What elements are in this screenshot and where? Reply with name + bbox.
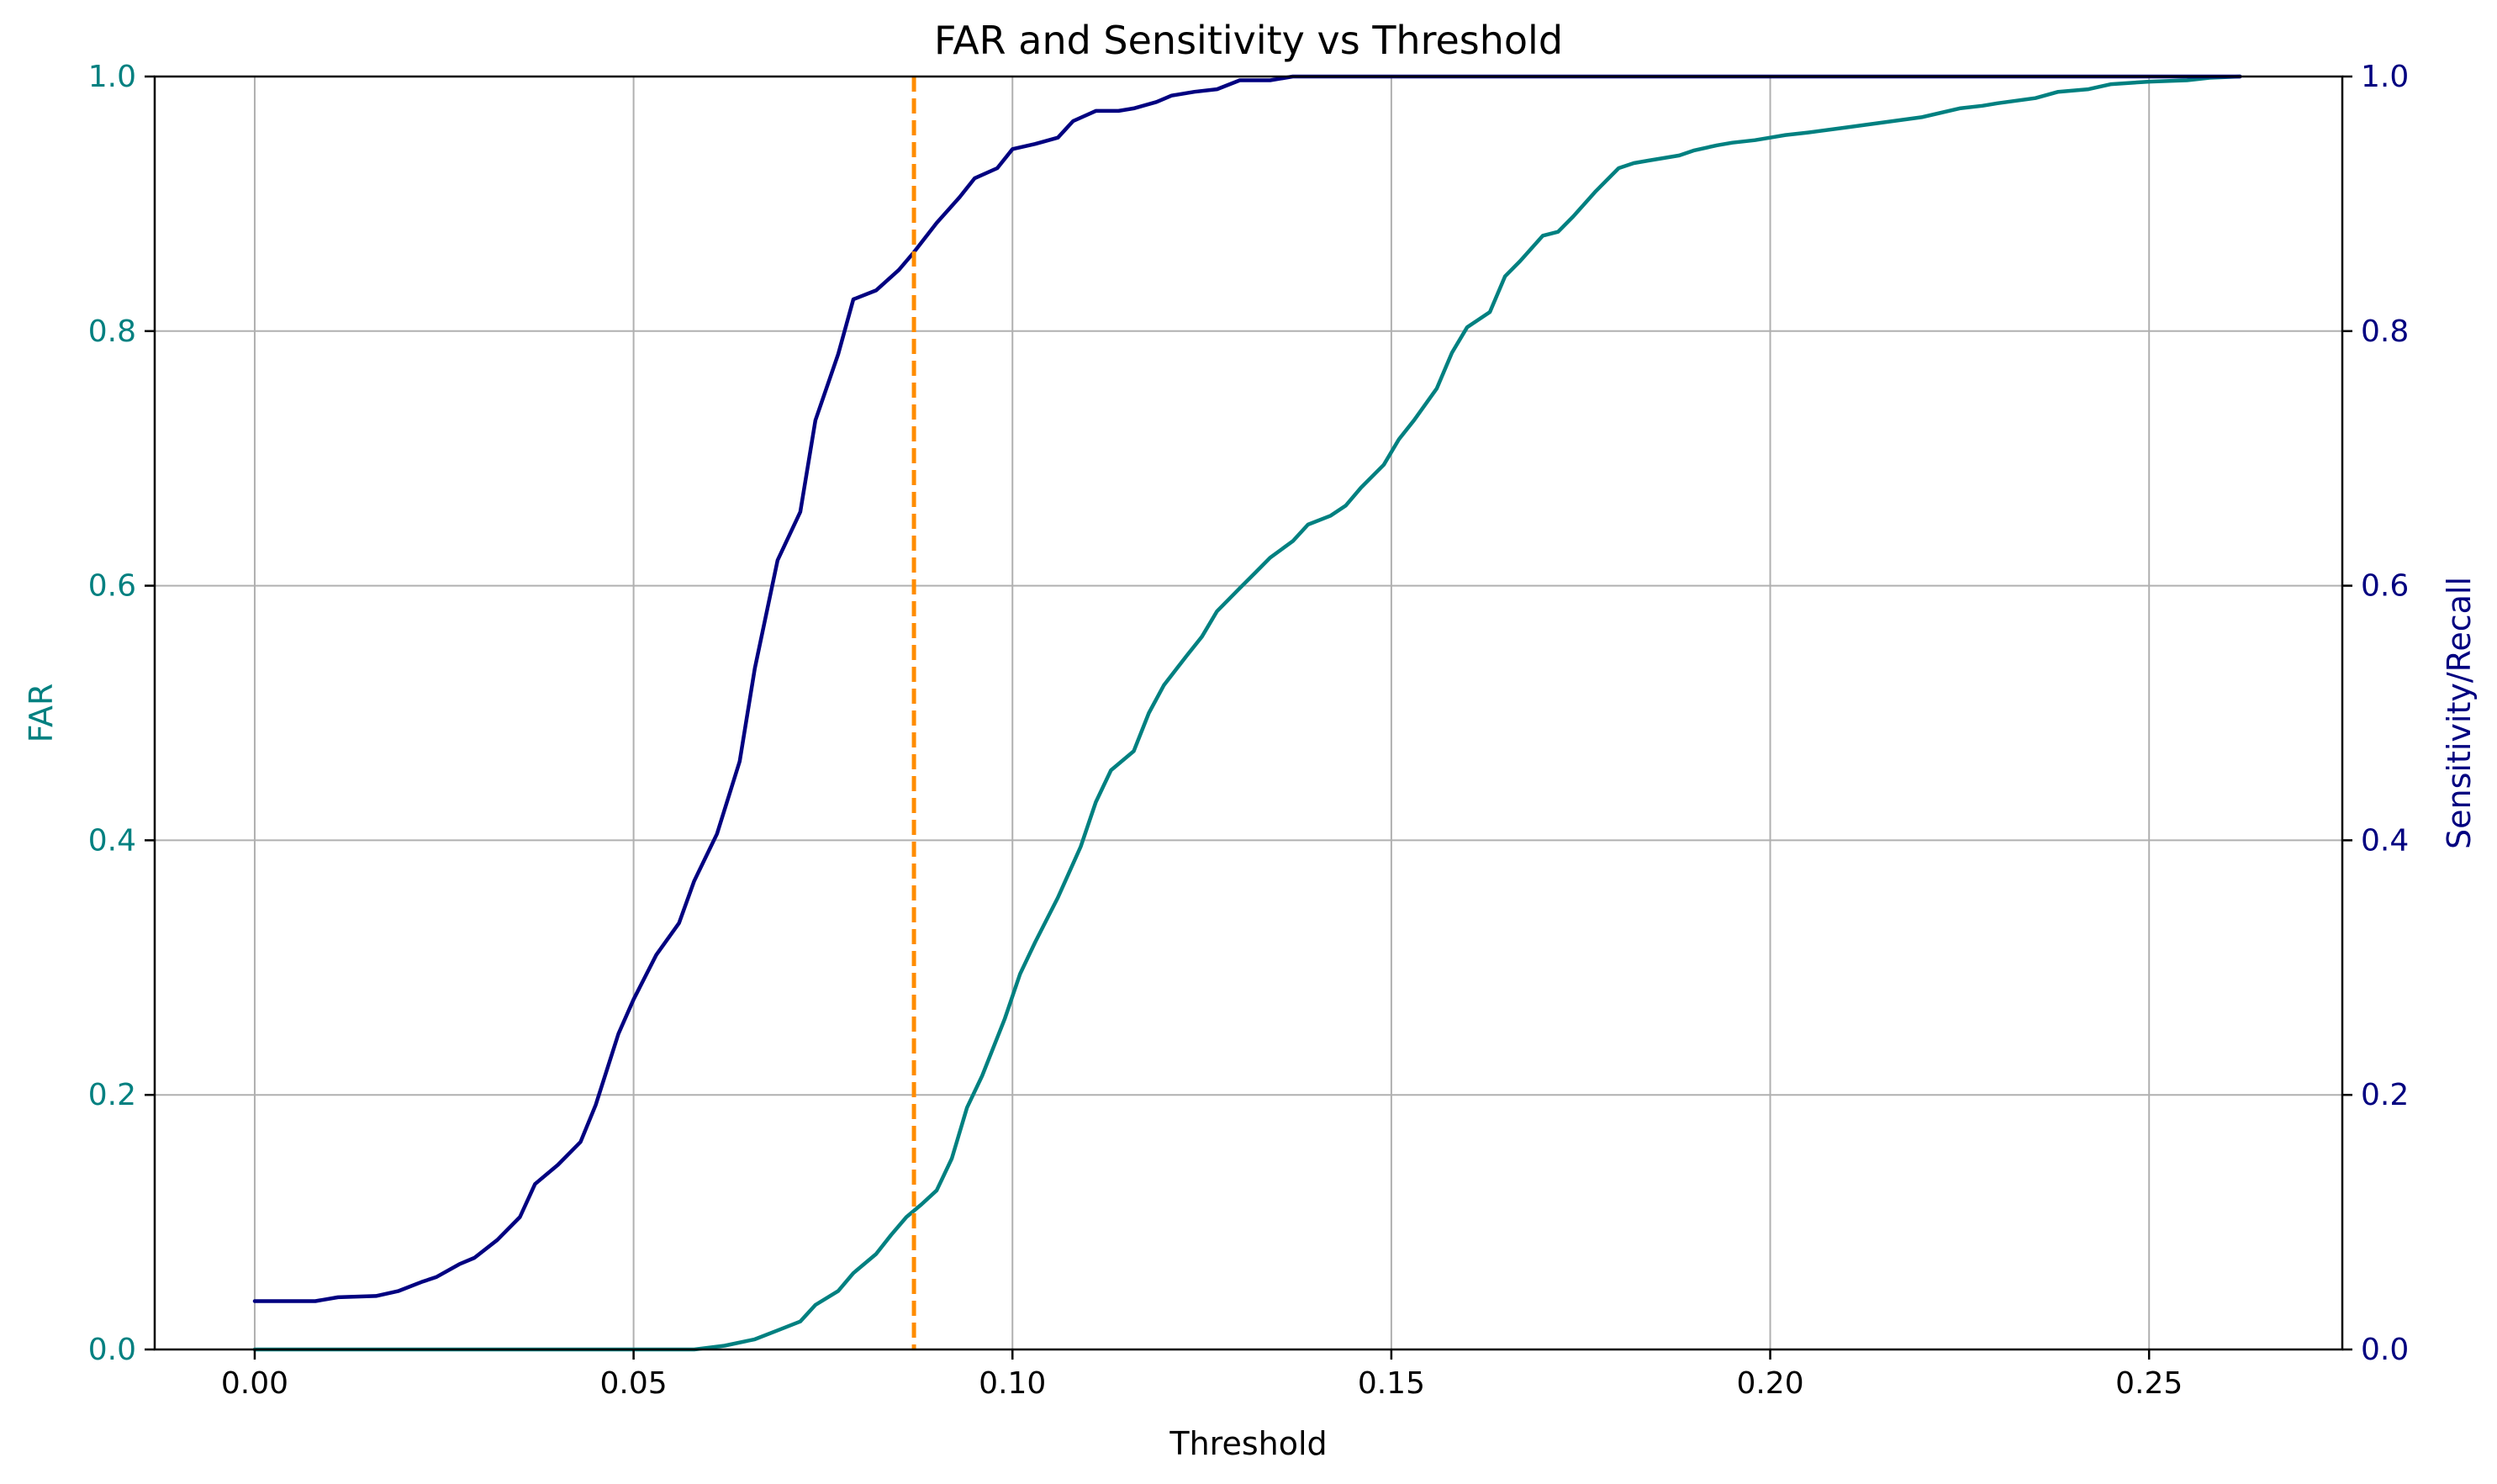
y-right-tick-label-2: 0.4 [2361,823,2409,858]
y-axis-left: 0.0 0.2 0.4 0.6 0.8 1.0 [88,60,155,1367]
y-left-tick-label-1: 0.2 [88,1078,136,1112]
x-tick-label-1: 0.05 [600,1366,668,1401]
y-left-tick-label-4: 0.8 [88,314,136,349]
y-left-tick-label-0: 0.0 [88,1333,136,1367]
x-axis: 0.00 0.05 0.10 0.15 0.20 0.25 [221,1349,2183,1401]
y-axis-right: 0.0 0.2 0.4 0.6 0.8 1.0 [2342,60,2409,1367]
y-right-tick-label-5: 1.0 [2361,60,2409,94]
x-tick-label-4: 0.20 [1736,1366,1803,1401]
sensitivity-line [252,74,2242,1303]
y-axis-left-label: FAR [23,684,60,743]
x-tick-label-2: 0.10 [979,1366,1046,1401]
y-left-tick-label-2: 0.4 [88,823,136,858]
y-right-tick-label-0: 0.0 [2361,1333,2409,1367]
x-tick-label-3: 0.15 [1358,1366,1425,1401]
y-right-tick-label-3: 0.6 [2361,569,2409,604]
y-right-tick-label-4: 0.8 [2361,314,2409,349]
y-left-tick-label-3: 0.6 [88,569,136,604]
x-axis-label: Threshold [1169,1425,1327,1462]
y-right-tick-label-1: 0.2 [2361,1078,2409,1112]
x-tick-label-0: 0.00 [221,1366,288,1401]
plot-border [153,75,2344,1351]
series-layer [252,74,2242,1352]
far-line [252,74,2242,1352]
y-axis-right-label: Sensitivity/Recall [2441,577,2478,849]
y-left-tick-label-5: 1.0 [88,60,136,94]
chart-title: FAR and Sensitivity vs Threshold [934,18,1563,63]
x-tick-label-5: 0.25 [2115,1366,2183,1401]
plot-frame [153,75,2344,1351]
